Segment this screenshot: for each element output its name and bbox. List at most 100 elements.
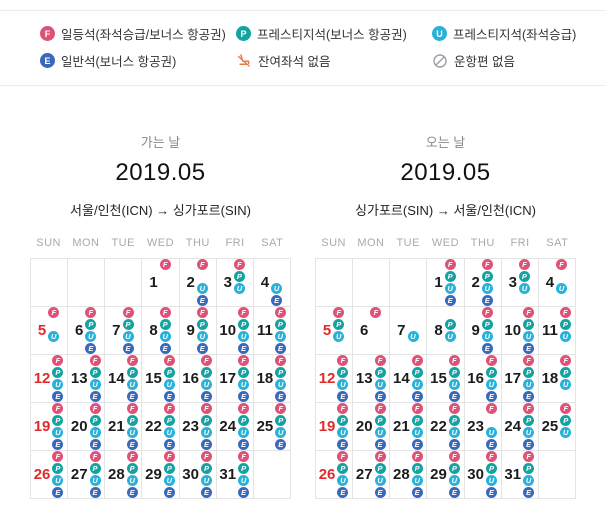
- day-cell[interactable]: 14 F P U E: [105, 355, 143, 403]
- day-cell[interactable]: 23 F P U E: [179, 403, 217, 451]
- day-cell[interactable]: 18 F P U E: [253, 355, 291, 403]
- day-cell[interactable]: 20 F P U E: [353, 403, 391, 451]
- day-cell[interactable]: 15 F P U E: [142, 355, 180, 403]
- prestige-bonus-badge: P: [481, 271, 493, 282]
- day-number: 26: [318, 466, 336, 483]
- day-cell[interactable]: 18 F P U: [538, 355, 576, 403]
- empty-cell: [538, 451, 576, 499]
- day-cell[interactable]: 17 F P U E: [501, 355, 539, 403]
- day-cell[interactable]: 30 F P U E: [179, 451, 217, 499]
- day-cell[interactable]: 19 F P U E: [31, 403, 69, 451]
- first-class-badge: F: [274, 307, 286, 318]
- day-cell[interactable]: 30 F P U E: [464, 451, 502, 499]
- prestige-upgrade-badge: U: [337, 379, 349, 390]
- day-cell[interactable]: 24 F P U E: [216, 403, 254, 451]
- first-class-badge: F: [374, 451, 386, 462]
- day-cell[interactable]: 17 F P U E: [216, 355, 254, 403]
- day-cell[interactable]: 16 F P U E: [179, 355, 217, 403]
- day-cell[interactable]: 20 F P U E: [68, 403, 106, 451]
- day-cell[interactable]: 25 F P U E: [253, 403, 291, 451]
- day-cell[interactable]: 29 F P U E: [142, 451, 180, 499]
- day-cell[interactable]: 22 F P U E: [142, 403, 180, 451]
- prestige-upgrade-badge: U: [333, 331, 345, 342]
- day-number: 27: [70, 466, 88, 483]
- first-class-badge: F: [89, 403, 101, 414]
- prestige-bonus-badge: P: [448, 367, 460, 378]
- first-class-badge: F: [556, 259, 568, 270]
- prestige-upgrade-badge: U: [481, 283, 493, 294]
- day-cell[interactable]: 26 F P U E: [31, 451, 69, 499]
- day-cell[interactable]: 29 F P U E: [427, 451, 465, 499]
- day-number: 12: [318, 370, 336, 387]
- day-cell[interactable]: 26 F P U E: [316, 451, 354, 499]
- day-cell[interactable]: 15 F P U E: [427, 355, 465, 403]
- day-cell[interactable]: 24 F P U E: [501, 403, 539, 451]
- calendars-section: 가는 날 2019.05 서울/인천(ICN) → 싱가포르(SIN) SUN M…: [0, 132, 606, 499]
- day-cell[interactable]: 27 F P U E: [353, 451, 391, 499]
- day-cell[interactable]: 13 F P U E: [353, 355, 391, 403]
- first-class-badge: F: [48, 307, 60, 318]
- prestige-upgrade-badge: U: [89, 475, 101, 486]
- day-number: 26: [33, 466, 51, 483]
- day-cell[interactable]: 13 F P U E: [68, 355, 106, 403]
- day-cell[interactable]: 14 F P U E: [390, 355, 428, 403]
- legend-label: 일반석(보너스 항공권): [61, 55, 177, 69]
- first-class-badge: F: [444, 259, 456, 270]
- legend-label: 운항편 없음: [454, 55, 515, 69]
- day-number: 15: [145, 370, 162, 387]
- day-cell[interactable]: 10 F P U E: [501, 307, 539, 355]
- day-number: 25: [541, 418, 559, 435]
- badge-column: F: [159, 259, 172, 307]
- first-class-badge: F: [238, 355, 250, 366]
- day-number: 10: [504, 322, 522, 339]
- day-cell[interactable]: 28 F P U E: [390, 451, 428, 499]
- day-cell[interactable]: 12 F P U E: [316, 355, 354, 403]
- day-number: 13: [355, 370, 373, 387]
- day-cell[interactable]: 19 F P U E: [316, 403, 354, 451]
- economy-bonus-badge: E: [337, 439, 349, 450]
- day-cell[interactable]: 31 F P U E: [501, 451, 539, 499]
- economy-bonus-badge: E: [40, 53, 55, 68]
- day-cell[interactable]: 11 F P U: [538, 307, 576, 355]
- prestige-bonus-badge: P: [523, 319, 535, 330]
- day-cell[interactable]: 16 F P U E: [464, 355, 502, 403]
- day-cell[interactable]: 22 F P U E: [427, 403, 465, 451]
- day-cell[interactable]: 27 F P U E: [68, 451, 106, 499]
- day-cell[interactable]: 10 F P U E: [216, 307, 254, 355]
- day-cell[interactable]: 25 F P U: [538, 403, 576, 451]
- day-cell[interactable]: 21 F P U E: [390, 403, 428, 451]
- day-cell[interactable]: 23 F U E: [464, 403, 502, 451]
- day-cell[interactable]: 21 F P U E: [105, 403, 143, 451]
- economy-bonus-badge: E: [374, 391, 386, 402]
- day-cell[interactable]: 31 F P U E: [216, 451, 254, 499]
- day-cell[interactable]: 12 F P U E: [31, 355, 69, 403]
- day-cell[interactable]: 11 F P U E: [253, 307, 291, 355]
- prestige-bonus-badge: P: [374, 415, 386, 426]
- day-cell[interactable]: 28 F P U E: [105, 451, 143, 499]
